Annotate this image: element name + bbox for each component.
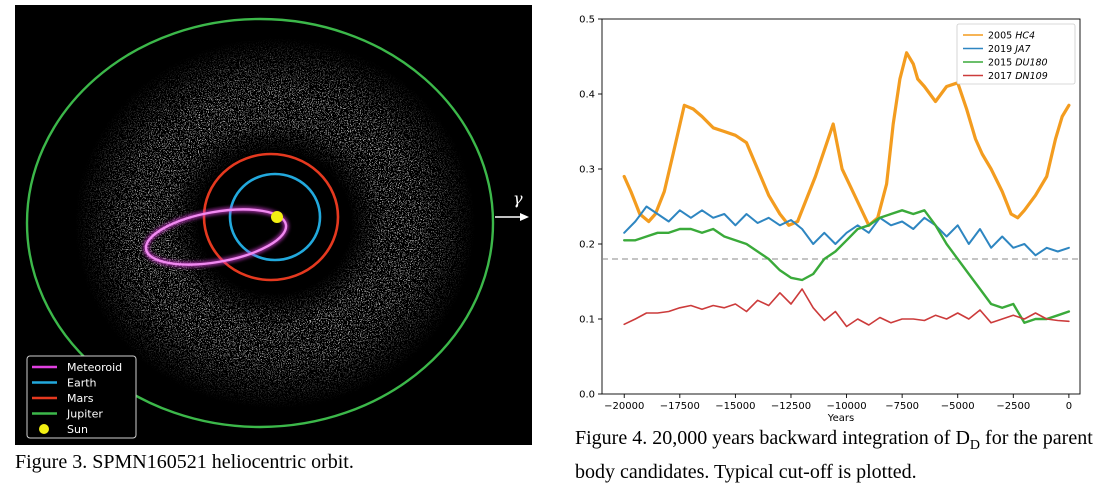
gamma-arrow-icon: [495, 213, 529, 221]
dd-chart: −20000 −17500 −15000 −12500 −10000 −7500 −5000…: [579, 15, 1081, 424]
x-tick-label: −2500: [996, 401, 1030, 412]
legend-label-du180: 2015 DU180: [988, 58, 1048, 69]
legend-earth-label: Earth: [67, 377, 97, 390]
x-tick-label: −5000: [941, 401, 975, 412]
series-line-ja7: [623, 205, 1070, 257]
jupiter-orbit: [25, 17, 495, 429]
x-tick-label: −15000: [715, 401, 755, 412]
chart-legend-frame: [956, 23, 1076, 85]
x-tick-label: −20000: [604, 401, 644, 412]
orbit-figure: γ Meteoroid Earth Mars Jupiter Sun: [15, 5, 532, 445]
series-line-hc4: [622, 51, 1071, 227]
y-tick-label: 0.5: [579, 15, 595, 26]
chart-legend: 2005 HC4 2019 JA7 2015 DU180 2017 DN109: [956, 23, 1076, 85]
meteoroid-orbit: [144, 208, 288, 266]
legend-jupiter-label: Jupiter: [66, 408, 103, 421]
legend-mars-label: Mars: [67, 392, 94, 405]
mars-orbit: [202, 152, 340, 282]
figure3-caption: Figure 3. SPMN160521 heliocentric orbit.: [15, 451, 354, 473]
legend-sun-dot: [39, 424, 49, 434]
legend-label-hc4: 2005 HC4: [988, 31, 1035, 42]
figure4-caption-sub: D: [969, 438, 981, 453]
series-line-du180: [623, 209, 1071, 324]
legend-sun-label: Sun: [67, 423, 88, 436]
x-tick-label: −17500: [660, 401, 700, 412]
figure4-caption: Figure 4. 20,000 years backward integrat…: [575, 425, 1095, 486]
gamma-label: γ: [513, 189, 523, 208]
orbit-legend-frame: [26, 355, 137, 439]
dd-chart-figure: −20000 −17500 −15000 −12500 −10000 −7500 −5000…: [570, 5, 1090, 425]
x-tick-label: 0: [1066, 401, 1072, 412]
figure4-caption-before: Figure 4. 20,000 years backward integrat…: [575, 427, 970, 449]
x-tick-label: −12500: [771, 401, 811, 412]
orbit-plot: γ Meteoroid Earth Mars Jupiter Sun: [25, 17, 529, 439]
asteroid-belt: [75, 38, 475, 408]
legend-label-ja7: 2019 JA7: [988, 44, 1031, 55]
y-tick-label: 0.3: [579, 165, 595, 176]
x-tick-label: −10000: [826, 401, 866, 412]
series-line-dn109: [623, 288, 1070, 328]
y-tick-label: 0.2: [579, 240, 595, 251]
legend-label-dn109: 2017 DN109: [988, 71, 1048, 82]
orbit-legend: Meteoroid Earth Mars Jupiter Sun: [26, 355, 137, 439]
y-tick-label: 0.0: [579, 390, 595, 401]
plot-frame: [601, 18, 1081, 395]
legend-meteoroid-label: Meteoroid: [67, 361, 122, 374]
x-axis-label: Years: [827, 413, 854, 424]
y-tick-label: 0.4: [579, 90, 595, 101]
x-tick-label: −7500: [885, 401, 919, 412]
earth-orbit: [228, 172, 322, 262]
y-tick-label: 0.1: [579, 315, 595, 326]
sun-marker: [271, 211, 283, 223]
figure4-caption-after: for the parent body candidates. Typical …: [575, 427, 1093, 483]
